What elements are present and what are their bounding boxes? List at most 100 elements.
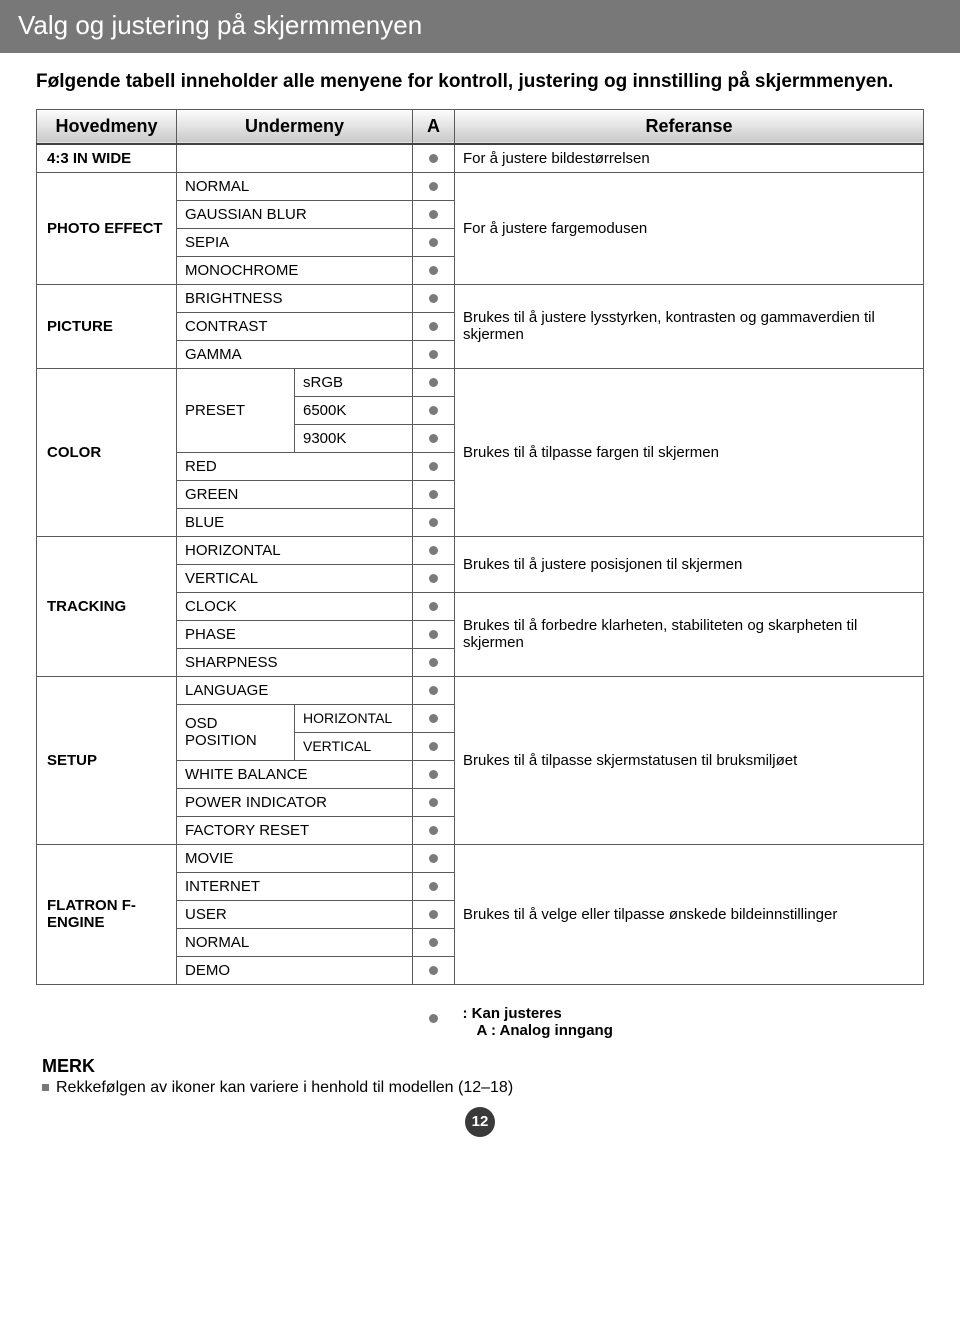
table-row: PHOTO EFFECT NORMAL For å justere fargem… bbox=[37, 172, 924, 200]
dot-icon bbox=[429, 602, 438, 611]
table-row: COLOR PRESET sRGB Brukes til å tilpasse … bbox=[37, 368, 924, 396]
content: Følgende tabell inneholder alle menyene … bbox=[0, 53, 960, 1145]
legend: : Kan justeres A : Analog inngang bbox=[463, 995, 916, 1043]
dot-icon bbox=[429, 350, 438, 359]
th-referanse: Referanse bbox=[455, 109, 924, 144]
ref-photo: For å justere fargemodusen bbox=[455, 172, 924, 284]
sub-normal: NORMAL bbox=[177, 172, 413, 200]
sub-osdpos: OSD POSITION bbox=[177, 704, 295, 760]
dot-icon bbox=[429, 238, 438, 247]
sub-sharp: SHARPNESS bbox=[177, 648, 413, 676]
sub-gamma: GAMMA bbox=[177, 340, 413, 368]
sub-v: VERTICAL bbox=[177, 564, 413, 592]
sub-clock: CLOCK bbox=[177, 592, 413, 620]
sub-phase: PHASE bbox=[177, 620, 413, 648]
dot-icon bbox=[429, 462, 438, 471]
ref-color: Brukes til å tilpasse fargen til skjerme… bbox=[455, 368, 924, 536]
th-undermeny: Undermeny bbox=[177, 109, 413, 144]
sub-sepia: SEPIA bbox=[177, 228, 413, 256]
dot-icon bbox=[429, 686, 438, 695]
dot-icon bbox=[429, 406, 438, 415]
main-flatron: FLATRON F-ENGINE bbox=[37, 844, 177, 984]
sub-normal2: NORMAL bbox=[177, 928, 413, 956]
sub-blue: BLUE bbox=[177, 508, 413, 536]
dot-icon bbox=[429, 658, 438, 667]
ref-track: Brukes til å forbedre klarheten, stabili… bbox=[455, 592, 924, 676]
dot-icon bbox=[429, 378, 438, 387]
legend-line2: A : Analog inngang bbox=[463, 1022, 613, 1039]
th-a: A bbox=[413, 109, 455, 144]
dot-icon bbox=[429, 966, 438, 975]
dot-icon bbox=[429, 546, 438, 555]
sub-wb: WHITE BALANCE bbox=[177, 760, 413, 788]
merk-block: MERK Rekkefølgen av ikoner kan variere i… bbox=[36, 1056, 924, 1097]
sub-mono: MONOCHROME bbox=[177, 256, 413, 284]
bullet-icon bbox=[42, 1084, 49, 1091]
table-row: SETUP LANGUAGE Brukes til å tilpasse skj… bbox=[37, 676, 924, 704]
sub-demo: DEMO bbox=[177, 956, 413, 984]
merk-line: Rekkefølgen av ikoner kan variere i henh… bbox=[42, 1079, 924, 1097]
sub-fr: FACTORY RESET bbox=[177, 816, 413, 844]
sub-9300: 9300K bbox=[295, 424, 413, 452]
sub-preset: PRESET bbox=[177, 368, 295, 452]
page-banner: Valg og justering på skjermmenyen bbox=[0, 0, 960, 53]
main-inwide: 4:3 IN WIDE bbox=[37, 144, 177, 173]
sub-lang: LANGUAGE bbox=[177, 676, 413, 704]
dot-icon bbox=[429, 770, 438, 779]
dot-icon bbox=[429, 434, 438, 443]
main-picture: PICTURE bbox=[37, 284, 177, 368]
sub-osd-h: HORIZONTAL bbox=[295, 704, 413, 732]
dot-icon bbox=[429, 518, 438, 527]
sub-green: GREEN bbox=[177, 480, 413, 508]
dot-icon bbox=[429, 182, 438, 191]
dot-icon bbox=[429, 826, 438, 835]
dot-icon bbox=[429, 210, 438, 219]
intro-text: Følgende tabell inneholder alle menyene … bbox=[36, 69, 924, 95]
dot-icon bbox=[429, 1014, 438, 1023]
legend-line1: : Kan justeres bbox=[463, 1005, 562, 1022]
sub-osd-v: VERTICAL bbox=[295, 732, 413, 760]
dot-icon bbox=[429, 854, 438, 863]
sub-user: USER bbox=[177, 900, 413, 928]
sub-gaussian: GAUSSIAN BLUR bbox=[177, 200, 413, 228]
dot-icon bbox=[429, 294, 438, 303]
merk-title: MERK bbox=[42, 1056, 924, 1077]
dot-icon bbox=[429, 630, 438, 639]
dot-icon bbox=[429, 266, 438, 275]
table-row: 4:3 IN WIDE For å justere bildestørrelse… bbox=[37, 144, 924, 173]
dot-icon bbox=[429, 798, 438, 807]
sub-6500: 6500K bbox=[295, 396, 413, 424]
dot-icon bbox=[429, 938, 438, 947]
page-number: 12 bbox=[465, 1107, 495, 1137]
ref-setup: Brukes til å tilpasse skjermstatusen til… bbox=[455, 676, 924, 844]
dot-icon bbox=[429, 490, 438, 499]
table-head: Hovedmeny Undermeny A Referanse bbox=[37, 109, 924, 144]
sub-srgb: sRGB bbox=[295, 368, 413, 396]
sub-brightness: BRIGHTNESS bbox=[177, 284, 413, 312]
dot-icon bbox=[429, 910, 438, 919]
sub-internet: INTERNET bbox=[177, 872, 413, 900]
dot-icon bbox=[429, 574, 438, 583]
dot-icon bbox=[429, 154, 438, 163]
sub-h: HORIZONTAL bbox=[177, 536, 413, 564]
dot-icon bbox=[429, 322, 438, 331]
main-setup: SETUP bbox=[37, 676, 177, 844]
table-row: PICTURE BRIGHTNESS Brukes til å justere … bbox=[37, 284, 924, 312]
dot-icon bbox=[429, 714, 438, 723]
dot-icon bbox=[429, 882, 438, 891]
sub-pi: POWER INDICATOR bbox=[177, 788, 413, 816]
legend-row: : Kan justeres A : Analog inngang bbox=[37, 984, 924, 1048]
menu-table: Hovedmeny Undermeny A Referanse 4:3 IN W… bbox=[36, 109, 924, 1048]
ref-picture: Brukes til å justere lysstyrken, kontras… bbox=[455, 284, 924, 368]
sub-contrast: CONTRAST bbox=[177, 312, 413, 340]
table-row: FLATRON F-ENGINE MOVIE Brukes til å velg… bbox=[37, 844, 924, 872]
ref-inwide: For å justere bildestørrelsen bbox=[455, 144, 924, 173]
table-row: TRACKING HORIZONTAL Brukes til å justere… bbox=[37, 536, 924, 564]
ref-flatron: Brukes til å velge eller tilpasse ønsked… bbox=[455, 844, 924, 984]
ref-pos: Brukes til å justere posisjonen til skje… bbox=[455, 536, 924, 592]
sub-red: RED bbox=[177, 452, 413, 480]
dot-icon bbox=[429, 742, 438, 751]
main-photo: PHOTO EFFECT bbox=[37, 172, 177, 284]
sub-movie: MOVIE bbox=[177, 844, 413, 872]
th-hovedmeny: Hovedmeny bbox=[37, 109, 177, 144]
